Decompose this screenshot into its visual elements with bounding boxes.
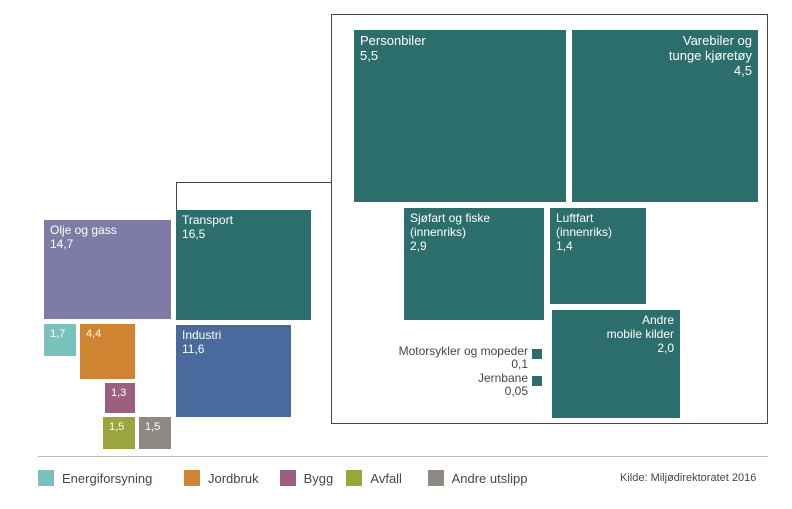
value: 1,5 [109, 421, 129, 434]
value: 0,1 [511, 357, 528, 371]
main-bygg: 1,3 [105, 383, 135, 413]
detail-sjofart: Sjøfart og fiske(innenriks)2,9 [404, 208, 544, 320]
label: Industri [182, 329, 285, 343]
label: mobile kilder [558, 328, 674, 342]
detail-andre_mobile: Andremobile kilder2,0 [552, 310, 680, 418]
main-transport: Transport16,5 [176, 210, 311, 320]
main-olje_og_gass: Olje og gass14,7 [44, 220, 171, 319]
legend-label: Avfall [370, 471, 402, 486]
legend-swatch [184, 470, 200, 486]
mini-box-motorsykler [532, 349, 542, 359]
value: 1,5 [145, 421, 165, 434]
value: 16,5 [182, 228, 305, 242]
main-jordbruk: 4,4 [80, 324, 135, 379]
main-energiforsyning: 1,7 [44, 324, 76, 356]
main-industri: Industri11,6 [176, 325, 291, 417]
value: 2,0 [558, 342, 674, 356]
mini-label-jernbane: Jernbane0,05 [420, 372, 528, 398]
legend-swatch [280, 470, 296, 486]
detail-luftfart: Luftfart(innenriks)1,4 [550, 208, 646, 304]
label: (innenriks) [556, 226, 640, 240]
label: Luftfart [556, 212, 640, 226]
label: Motorsykler og mopeder [399, 344, 528, 358]
label: Varebiler og [578, 34, 752, 49]
legend-label: Jordbruk [208, 471, 259, 486]
label: Personbiler [360, 34, 560, 49]
label: Andre [558, 314, 674, 328]
value: 1,3 [111, 387, 129, 400]
value: 1,4 [556, 240, 640, 254]
mini-box-jernbane [532, 376, 542, 386]
value: 1,7 [50, 328, 70, 341]
detail-personbiler: Personbiler5,5 [354, 30, 566, 202]
legend-swatch [38, 470, 54, 486]
value: 4,4 [86, 328, 129, 341]
legend-item: Andre utslipp [428, 470, 528, 486]
source-text: Kilde: Miljødirektoratet 2016 [620, 472, 756, 484]
value: 2,9 [410, 240, 538, 254]
main-andre_utslipp: 1,5 [139, 417, 171, 449]
legend-label: Andre utslipp [452, 471, 528, 486]
connector-1 [176, 182, 177, 210]
label: Olje og gass [50, 224, 165, 238]
connector-0 [176, 182, 331, 183]
main-avfall: 1,5 [103, 417, 135, 449]
label: Sjøfart og fiske [410, 212, 538, 226]
label: tunge kjøretøy [578, 49, 752, 64]
label: Jernbane [478, 371, 528, 385]
legend-item: Energiforsyning [38, 470, 152, 486]
value: 0,05 [505, 384, 528, 398]
value: 11,6 [182, 343, 285, 357]
legend-swatch [346, 470, 362, 486]
detail-varebiler: Varebiler ogtunge kjøretøy4,5 [572, 30, 758, 202]
value: 4,5 [578, 64, 752, 79]
legend-label: Bygg [304, 471, 334, 486]
mini-label-motorsykler: Motorsykler og mopeder0,1 [330, 345, 528, 371]
value: 5,5 [360, 49, 560, 64]
label: (innenriks) [410, 226, 538, 240]
legend-item: Avfall [346, 470, 402, 486]
value: 14,7 [50, 238, 165, 252]
label: Transport [182, 214, 305, 228]
legend-item: Jordbruk [184, 470, 259, 486]
legend-swatch [428, 470, 444, 486]
legend-label: Energiforsyning [62, 471, 152, 486]
divider [38, 456, 768, 457]
legend-item: Bygg [280, 470, 334, 486]
